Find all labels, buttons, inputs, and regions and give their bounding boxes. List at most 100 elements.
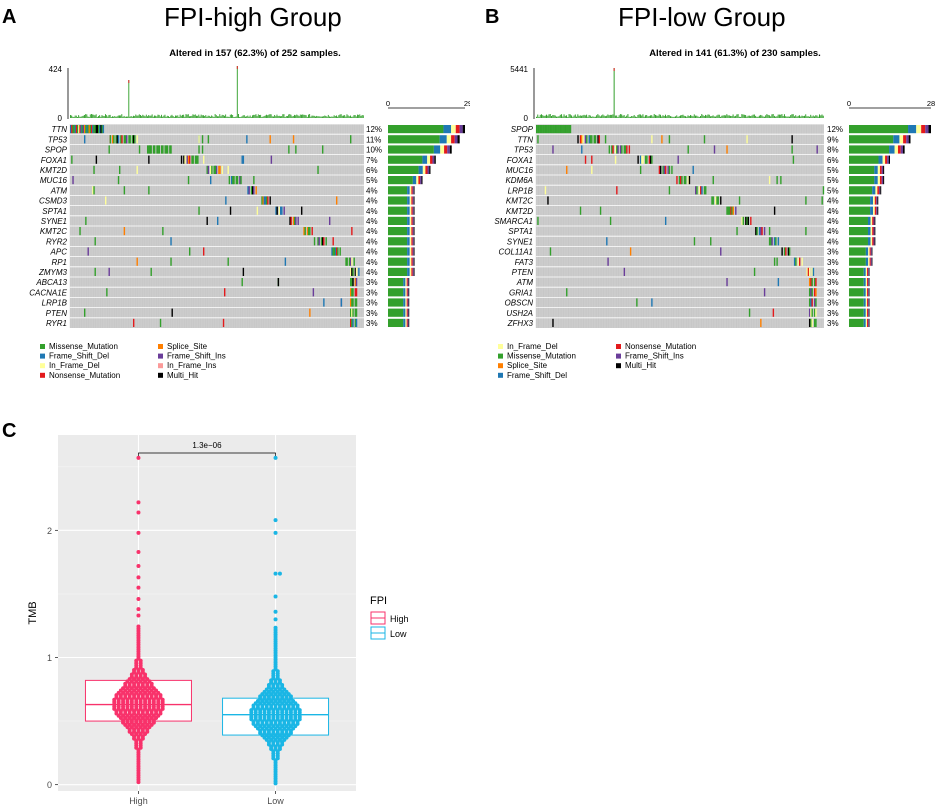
gene-label-zfhx3: ZFHX3 xyxy=(507,319,534,328)
mutation-cell xyxy=(350,135,352,144)
legend-swatch-frame_shift_ins xyxy=(616,353,621,359)
tmb-bar xyxy=(713,116,715,118)
tmb-bar xyxy=(584,115,586,118)
mutation-cell xyxy=(129,135,131,144)
tmb-bar xyxy=(638,114,640,118)
tmb-bar xyxy=(301,114,302,118)
mutation-cell xyxy=(793,257,796,266)
tmb-bar xyxy=(211,115,213,118)
tmb-bar xyxy=(707,114,709,118)
mutation-cell xyxy=(269,196,271,205)
side-bar-segment xyxy=(849,318,864,327)
mutation-cell xyxy=(717,196,719,205)
mutation-cell xyxy=(261,196,263,205)
mutation-cell xyxy=(98,125,100,134)
tmb-bar xyxy=(99,115,101,118)
side-bar-segment xyxy=(388,135,440,144)
tmb-bar xyxy=(155,115,157,118)
tmb-bar xyxy=(537,114,539,118)
mutation-cell xyxy=(815,308,817,317)
side-bar-segment xyxy=(422,165,426,174)
tmb-bar xyxy=(758,115,760,118)
side-bar-segment xyxy=(874,216,876,225)
tmb-bar xyxy=(101,115,103,118)
tmb-bar xyxy=(688,116,690,118)
mutation-cell xyxy=(84,125,86,134)
tmb-bar xyxy=(781,114,783,118)
mutation-cell xyxy=(683,176,686,185)
side-bar-segment xyxy=(849,165,875,174)
side-bar-segment xyxy=(407,186,410,195)
tmb-bar xyxy=(783,114,785,118)
tmb-bar xyxy=(274,114,276,118)
side-bar-segment xyxy=(412,247,414,256)
mutation-cell xyxy=(687,145,689,154)
mutation-cell xyxy=(811,278,813,287)
side-bar-segment xyxy=(863,288,866,297)
tmb-bar xyxy=(305,115,307,118)
tmb-bar xyxy=(806,116,808,118)
mutation-cell xyxy=(225,196,227,205)
tmb-bar xyxy=(255,114,257,118)
tmb-bar xyxy=(352,116,354,118)
tmb-bar xyxy=(129,116,131,118)
mutation-cell xyxy=(158,145,161,154)
panel-c-legend-item-low: Low xyxy=(370,626,407,640)
x-tick-label-high: High xyxy=(129,796,148,806)
tmb-bar xyxy=(182,114,183,118)
mutation-cell xyxy=(547,125,549,134)
mutation-cell xyxy=(255,186,257,195)
mutation-cell xyxy=(623,267,626,276)
mutation-cell xyxy=(805,227,807,236)
side-bar-segment xyxy=(430,155,433,164)
tmb-bar xyxy=(336,115,337,118)
tmb-bar xyxy=(249,115,251,118)
mutation-cell xyxy=(563,125,565,134)
mutation-cell xyxy=(588,135,590,144)
mutation-cell xyxy=(312,288,315,297)
tmb-bar xyxy=(757,116,759,118)
tmb-bar xyxy=(659,114,661,118)
side-bar-segment xyxy=(412,227,414,236)
tmb-bar xyxy=(641,115,643,118)
mutation-cell xyxy=(82,125,85,134)
mutation-cell xyxy=(232,176,234,185)
outlier-dot-high xyxy=(136,549,141,554)
tmb-bar xyxy=(672,116,674,118)
mutation-cell xyxy=(198,135,200,144)
side-bar-segment xyxy=(408,298,410,307)
side-bar-segment xyxy=(874,237,876,246)
mutation-cell xyxy=(566,165,568,174)
mutation-cell xyxy=(353,257,355,266)
tmb-bar xyxy=(767,114,769,118)
mutation-cell xyxy=(728,206,731,215)
tmb-bar xyxy=(618,115,620,118)
tmb-bar xyxy=(201,115,203,118)
mutation-cell xyxy=(815,278,817,287)
tmb-bar xyxy=(302,114,304,118)
tmb-bar xyxy=(319,116,321,118)
gene-pct-zfhx3: 3% xyxy=(827,319,839,328)
tmb-bar xyxy=(544,115,546,118)
tmb-bar xyxy=(107,116,109,118)
tmb-bar xyxy=(257,114,259,118)
tmb-bar xyxy=(260,114,262,118)
tmb-bar xyxy=(698,116,700,118)
gene-label-abca13: ABCA13 xyxy=(35,278,67,287)
mutation-cell xyxy=(741,216,743,225)
panel-b-title: FPI-low Group xyxy=(618,2,786,32)
tmb-bar xyxy=(212,116,214,118)
tmb-bar xyxy=(245,116,246,118)
tmb-bar xyxy=(357,114,358,118)
tmb-bar xyxy=(116,116,118,118)
mutation-cell xyxy=(726,145,728,154)
dot-low xyxy=(273,625,278,630)
side-bar-segment xyxy=(893,135,900,144)
tmb-bar xyxy=(91,114,92,118)
gene-pct-kdm6a: 5% xyxy=(827,176,839,185)
tmb-bar xyxy=(152,116,154,118)
mutation-cell xyxy=(579,135,582,144)
mutation-cell xyxy=(351,298,353,307)
mutation-cell xyxy=(768,176,771,185)
side-bar-segment xyxy=(871,247,873,256)
